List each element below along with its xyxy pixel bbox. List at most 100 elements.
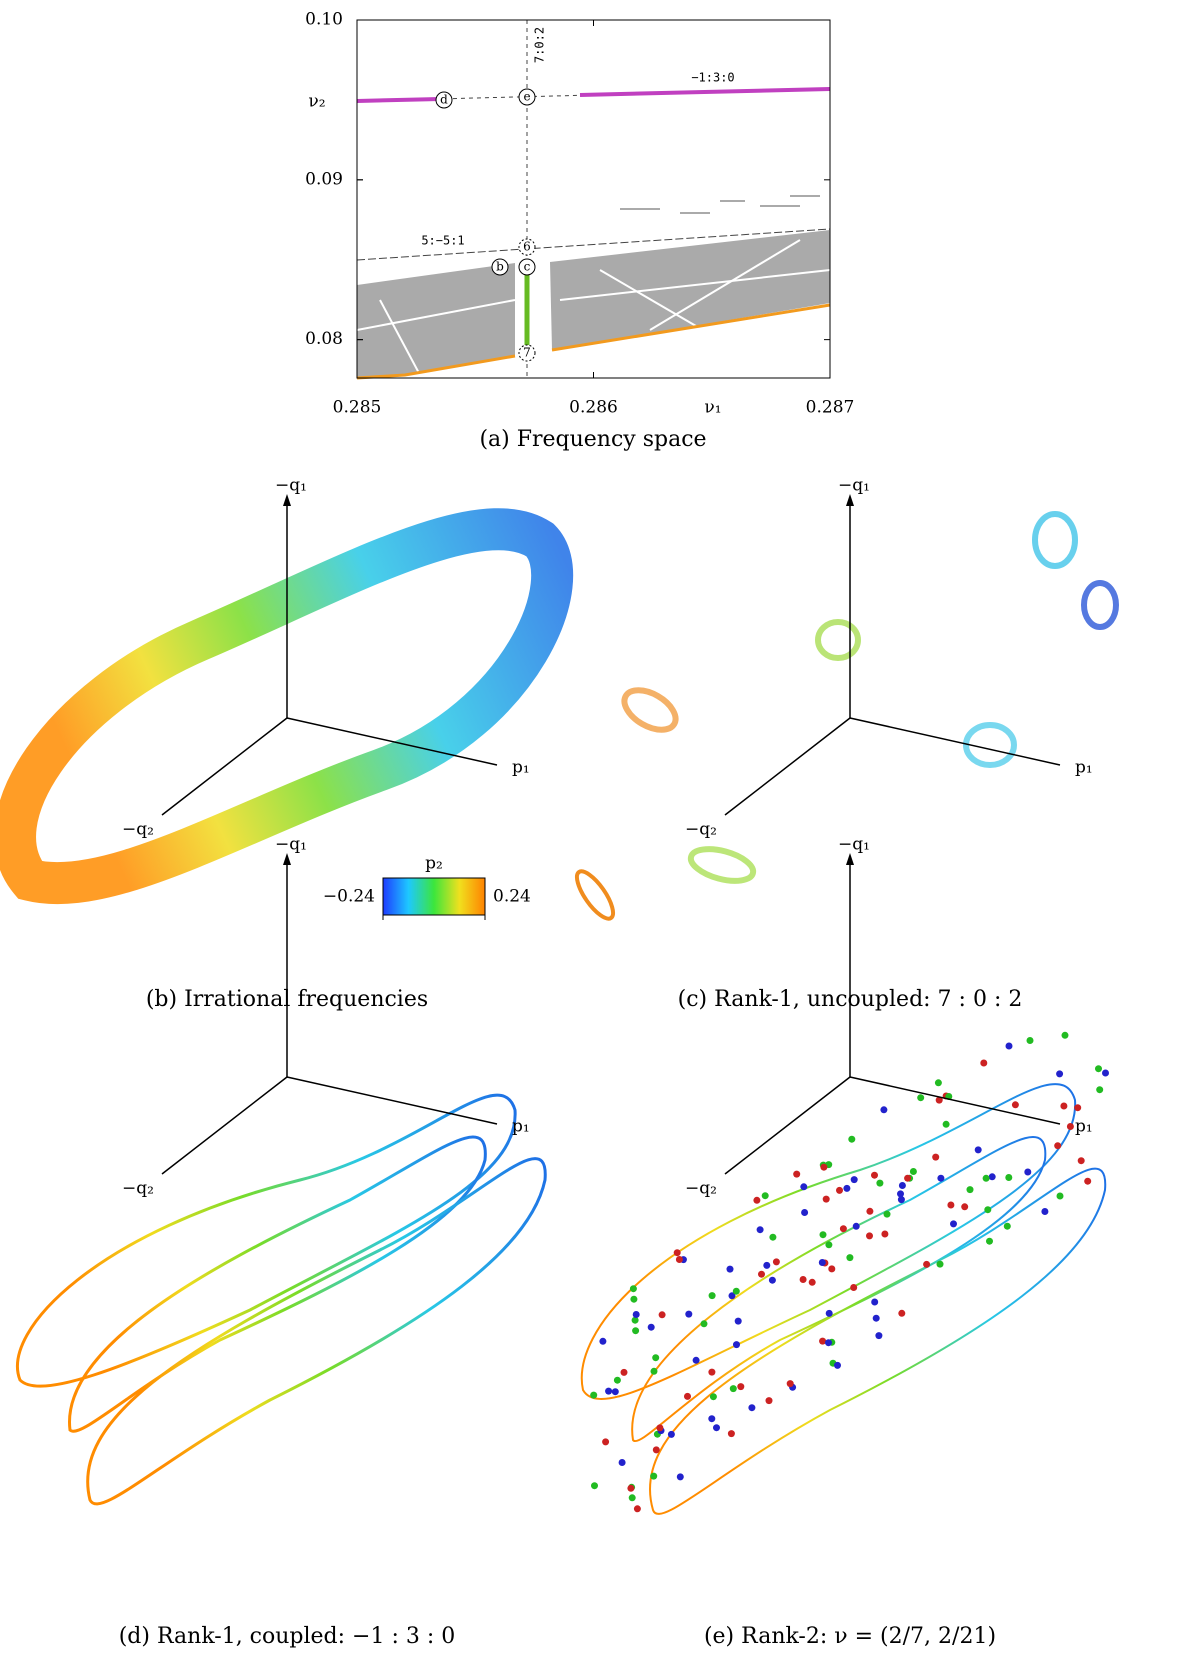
point bbox=[685, 1311, 692, 1318]
point bbox=[1027, 1037, 1034, 1044]
point bbox=[633, 1311, 640, 1318]
x-tick-label: 0.287 bbox=[806, 398, 855, 418]
point bbox=[677, 1473, 684, 1480]
annotation: 6 bbox=[523, 240, 531, 254]
point bbox=[769, 1234, 776, 1241]
point bbox=[1012, 1101, 1019, 1108]
point bbox=[984, 1206, 991, 1213]
point bbox=[923, 1261, 930, 1268]
point bbox=[630, 1285, 637, 1292]
point bbox=[846, 1254, 853, 1261]
point bbox=[851, 1176, 858, 1183]
point bbox=[1004, 1223, 1011, 1230]
axis bbox=[725, 718, 850, 815]
point bbox=[757, 1226, 764, 1233]
y-axis-label: ν₂ bbox=[308, 92, 325, 112]
point bbox=[1102, 1070, 1109, 1077]
point bbox=[762, 1192, 769, 1199]
resonance-segment bbox=[357, 99, 440, 101]
axis-label: −q₂ bbox=[122, 1179, 154, 1199]
point bbox=[590, 1392, 597, 1399]
arrow bbox=[846, 853, 854, 865]
annotation: −1:3:0 bbox=[691, 71, 734, 85]
x-tick-label: 0.286 bbox=[569, 398, 618, 418]
point bbox=[875, 1332, 882, 1339]
caption: (e) Rank-2: ν = (2/7, 2/21) bbox=[704, 1624, 996, 1649]
axis bbox=[850, 718, 1060, 765]
annotation: b bbox=[496, 260, 504, 274]
point bbox=[1056, 1070, 1063, 1077]
point bbox=[989, 1173, 996, 1180]
point bbox=[820, 1164, 827, 1171]
point bbox=[836, 1187, 843, 1194]
point bbox=[961, 1203, 968, 1210]
point bbox=[793, 1171, 800, 1178]
point bbox=[980, 1060, 987, 1067]
point bbox=[975, 1146, 982, 1153]
x-axis-label: ν₁ bbox=[704, 398, 721, 418]
point bbox=[800, 1183, 807, 1190]
arrow bbox=[846, 494, 854, 506]
point bbox=[866, 1208, 873, 1215]
axis-label: p₁ bbox=[512, 1117, 530, 1137]
point bbox=[819, 1338, 826, 1345]
annotation: d bbox=[440, 93, 448, 107]
annotation: 5:−5:1 bbox=[421, 234, 464, 248]
axis-label: −q₂ bbox=[685, 1179, 717, 1199]
point bbox=[932, 1154, 939, 1161]
point bbox=[648, 1324, 655, 1331]
point bbox=[591, 1482, 598, 1489]
point bbox=[1005, 1174, 1012, 1181]
colorbar-label: p₂ bbox=[425, 854, 443, 874]
point bbox=[650, 1473, 657, 1480]
point bbox=[656, 1424, 663, 1431]
point bbox=[737, 1383, 744, 1390]
point bbox=[787, 1380, 794, 1387]
point bbox=[693, 1357, 700, 1364]
point bbox=[947, 1202, 954, 1209]
point bbox=[763, 1262, 770, 1269]
point bbox=[986, 1238, 993, 1245]
point bbox=[735, 1318, 742, 1325]
axis-label: −q₁ bbox=[838, 476, 870, 496]
axis-label: −q₂ bbox=[122, 820, 154, 840]
axis-label: p₁ bbox=[512, 758, 530, 778]
point bbox=[602, 1438, 609, 1445]
annotation: e bbox=[523, 90, 530, 104]
point bbox=[884, 1211, 891, 1218]
axis bbox=[287, 1077, 497, 1124]
scatter-points bbox=[620, 195, 820, 214]
point bbox=[800, 1276, 807, 1283]
point bbox=[773, 1258, 780, 1265]
point bbox=[676, 1256, 683, 1263]
point bbox=[728, 1430, 735, 1437]
point bbox=[713, 1424, 720, 1431]
point bbox=[1067, 1123, 1074, 1130]
point bbox=[950, 1220, 957, 1227]
axis-label: −q₁ bbox=[275, 476, 307, 496]
point bbox=[599, 1338, 606, 1345]
point bbox=[825, 1339, 832, 1346]
point bbox=[766, 1397, 773, 1404]
point bbox=[651, 1368, 658, 1375]
point bbox=[898, 1310, 905, 1317]
point bbox=[1074, 1104, 1081, 1111]
point bbox=[1095, 1065, 1102, 1072]
panel-a-plot bbox=[357, 20, 830, 378]
axis-label: −q₁ bbox=[275, 835, 307, 855]
point bbox=[614, 1377, 621, 1384]
colorbar bbox=[383, 878, 485, 915]
annotation: 7:0:2 bbox=[533, 27, 547, 63]
arrow bbox=[283, 853, 291, 865]
point bbox=[727, 1266, 734, 1273]
point bbox=[630, 1296, 637, 1303]
point bbox=[652, 1354, 659, 1361]
point bbox=[708, 1369, 715, 1376]
figure: 0.2850.2860.2870.100.090.08ν₁ν₂(a) Frequ… bbox=[0, 0, 1188, 1657]
point bbox=[866, 1232, 873, 1239]
point bbox=[1078, 1157, 1085, 1164]
point bbox=[758, 1271, 765, 1278]
point bbox=[820, 1231, 827, 1238]
point bbox=[730, 1385, 737, 1392]
